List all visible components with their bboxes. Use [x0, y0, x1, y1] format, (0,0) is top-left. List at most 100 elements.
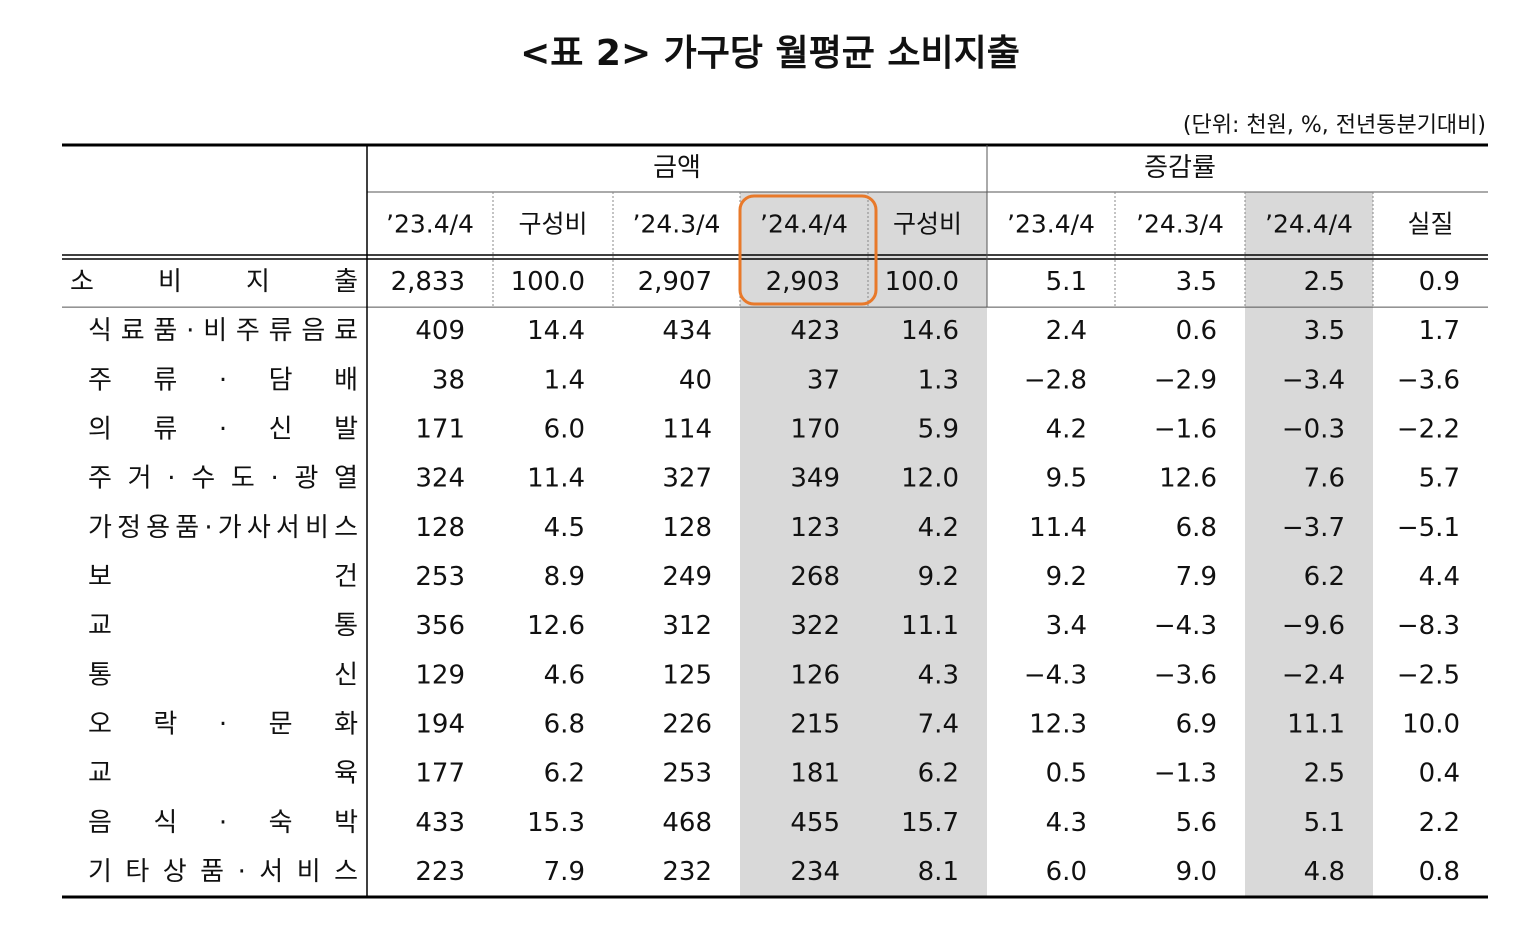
- cell: −1.6: [1154, 415, 1217, 445]
- cell: 15.7: [901, 808, 959, 838]
- column-header: ’23.4/4: [386, 210, 474, 239]
- cell: 0.8: [1419, 857, 1460, 887]
- cell: 4.5: [544, 513, 585, 543]
- cell: 128: [415, 513, 465, 543]
- cell: −1.3: [1154, 759, 1217, 789]
- cell: 215: [790, 709, 840, 739]
- cell: 129: [415, 660, 465, 690]
- cell: 0.4: [1419, 759, 1460, 789]
- column-header: 구성비: [893, 210, 962, 239]
- cell: 324: [415, 464, 465, 494]
- row-label: 가정용품·가사서비스: [88, 513, 358, 543]
- column-header: 구성비: [518, 210, 587, 239]
- column-header: ’23.4/4: [1007, 210, 1095, 239]
- title: <표 2> 가구당 월평균 소비지출: [520, 33, 1020, 74]
- cell: 11.1: [901, 611, 959, 641]
- cell: 7.6: [1304, 464, 1345, 494]
- cell: 4.4: [1419, 562, 1460, 592]
- cell: 2,907: [638, 267, 712, 297]
- cell: 3.4: [1046, 611, 1087, 641]
- cell: 223: [415, 857, 465, 887]
- row-label: 오 락 · 문 화: [88, 709, 358, 739]
- cell: −3.6: [1154, 660, 1217, 690]
- column-header: ’24.3/4: [1136, 210, 1224, 239]
- row-label: 통 신: [88, 660, 358, 690]
- cell: 5.7: [1419, 464, 1460, 494]
- cell: 312: [662, 611, 712, 641]
- cell: 9.2: [918, 562, 959, 592]
- cell: 5.6: [1176, 808, 1217, 838]
- cell: 9.2: [1046, 562, 1087, 592]
- cell: −3.4: [1282, 365, 1345, 395]
- cell: 1.7: [1419, 316, 1460, 346]
- cell: 14.4: [527, 316, 585, 346]
- cell: −2.2: [1397, 415, 1460, 445]
- cell: 455: [790, 808, 840, 838]
- cell: 3.5: [1176, 267, 1217, 297]
- cell: 5.1: [1046, 267, 1087, 297]
- cell: 322: [790, 611, 840, 641]
- row-label: 보 건: [88, 562, 358, 592]
- column-header: ’24.4/4: [1265, 210, 1353, 239]
- cell: −5.1: [1397, 513, 1460, 543]
- cell: 2.4: [1046, 316, 1087, 346]
- cell: 2.2: [1419, 808, 1460, 838]
- cell: 11.4: [527, 464, 585, 494]
- cell: 4.6: [544, 660, 585, 690]
- row-label: 음 식 · 숙 박: [88, 808, 358, 838]
- cell: 1.3: [918, 365, 959, 395]
- row-label: 주 류 · 담 배: [88, 365, 358, 395]
- cell: 7.4: [918, 709, 959, 739]
- cell: 123: [790, 513, 840, 543]
- cell: 8.1: [918, 857, 959, 887]
- row-label: 교 통: [88, 611, 358, 641]
- cell: 5.1: [1304, 808, 1345, 838]
- cell: 6.0: [1046, 857, 1087, 887]
- cell: 3.5: [1304, 316, 1345, 346]
- cell: −4.3: [1024, 660, 1087, 690]
- row-label: 의 류 · 신 발: [88, 415, 358, 445]
- cell: −3.7: [1282, 513, 1345, 543]
- row-label: 식료품·비주류음료: [88, 316, 358, 346]
- cell: 11.1: [1287, 709, 1345, 739]
- cell: 0.9: [1419, 267, 1460, 297]
- unit-note: (단위: 천원, %, 전년동분기대비): [1183, 113, 1486, 138]
- cell: 4.8: [1304, 857, 1345, 887]
- cell: 7.9: [544, 857, 585, 887]
- cell: 37: [807, 365, 840, 395]
- cell: 12.6: [1159, 464, 1217, 494]
- cell: 2,833: [391, 267, 465, 297]
- cell: 126: [790, 660, 840, 690]
- column-header: ’24.4/4: [760, 210, 848, 239]
- cell: 128: [662, 513, 712, 543]
- cell: 12.6: [527, 611, 585, 641]
- group-header: 증감률: [1144, 153, 1216, 183]
- cell: 177: [415, 759, 465, 789]
- cell: 0.6: [1176, 316, 1217, 346]
- cell: 6.8: [544, 709, 585, 739]
- shade: [740, 192, 987, 897]
- row-label: 기 타 상 품 · 서 비 스: [88, 857, 358, 887]
- cell: 423: [790, 316, 840, 346]
- cell: 434: [662, 316, 712, 346]
- cell: 4.2: [1046, 415, 1087, 445]
- cell: −2.8: [1024, 365, 1087, 395]
- cell: 12.3: [1029, 709, 1087, 739]
- cell: 226: [662, 709, 712, 739]
- cell: 171: [415, 415, 465, 445]
- cell: −2.4: [1282, 660, 1345, 690]
- cell: 6.2: [1304, 562, 1345, 592]
- row-label: 주 거 · 수 도 · 광 열: [88, 464, 358, 494]
- cell: 4.2: [918, 513, 959, 543]
- cell: 194: [415, 709, 465, 739]
- cell: 38: [432, 365, 465, 395]
- cell: −2.9: [1154, 365, 1217, 395]
- column-header: 실질: [1407, 210, 1453, 239]
- cell: 6.0: [544, 415, 585, 445]
- group-header: 금액: [653, 153, 701, 183]
- cell: 14.6: [901, 316, 959, 346]
- cell: 40: [679, 365, 712, 395]
- cell: 433: [415, 808, 465, 838]
- cell: 2,903: [766, 267, 840, 297]
